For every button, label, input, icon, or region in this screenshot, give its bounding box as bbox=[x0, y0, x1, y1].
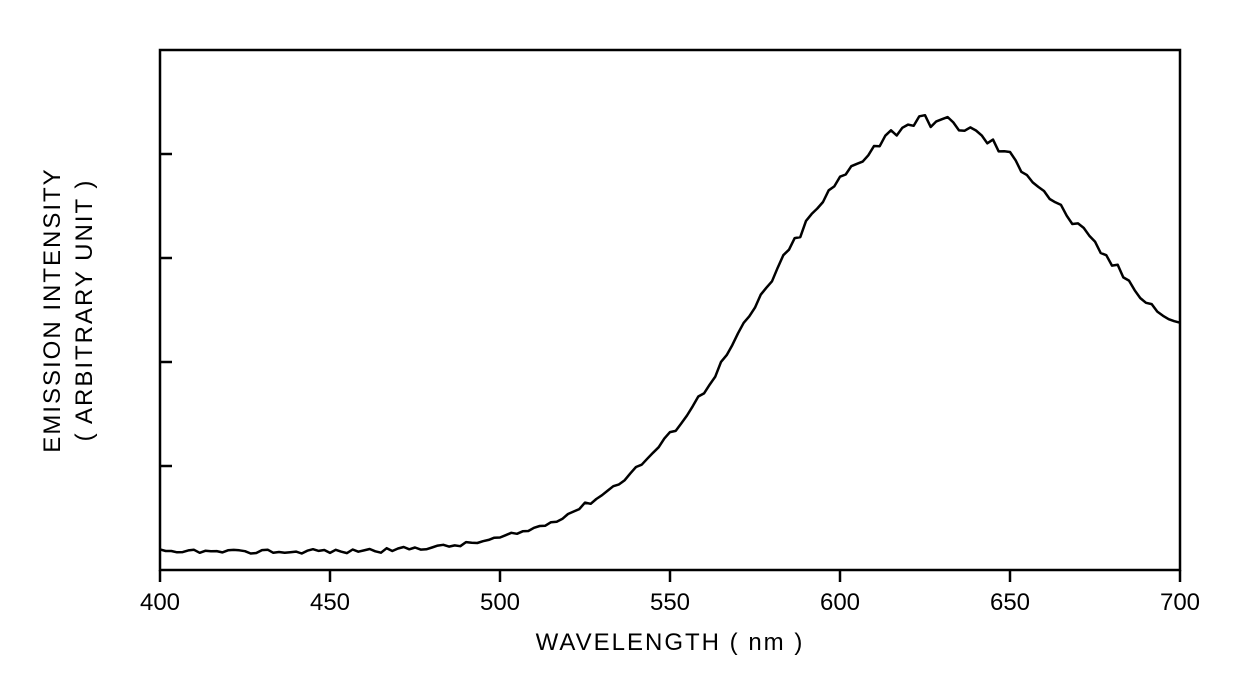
svg-text:650: 650 bbox=[990, 589, 1030, 616]
y-axis-label-line2: ( ARBITRARY UNIT ) bbox=[71, 179, 98, 442]
y-axis-label-line1: EMISSION INTENSITY bbox=[39, 167, 66, 452]
svg-text:600: 600 bbox=[820, 589, 860, 616]
svg-text:400: 400 bbox=[140, 589, 180, 616]
emission-spectrum-chart: 400 450 500 550 600 650 700 WAVELENGTH ( nm ) EM… bbox=[20, 20, 1220, 670]
emission-curve bbox=[160, 115, 1180, 553]
svg-text:700: 700 bbox=[1160, 589, 1200, 616]
svg-text:500: 500 bbox=[480, 589, 520, 616]
x-axis-label: WAVELENGTH ( nm ) bbox=[536, 629, 805, 656]
chart-svg: 400 450 500 550 600 650 700 WAVELENGTH ( nm ) EM… bbox=[20, 20, 1220, 670]
svg-text:450: 450 bbox=[310, 589, 350, 616]
svg-text:550: 550 bbox=[650, 589, 690, 616]
